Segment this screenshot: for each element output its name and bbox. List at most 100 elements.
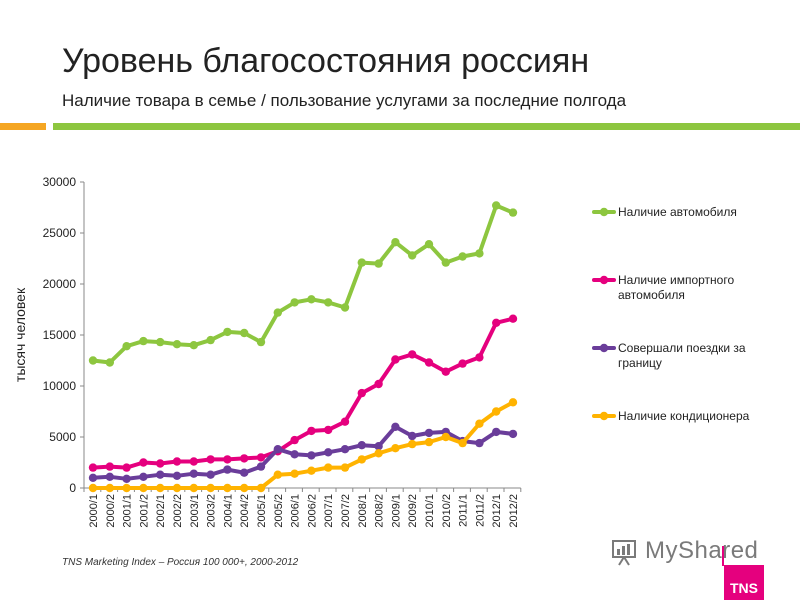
data-point	[172, 483, 182, 493]
x-tick-label: 2010/2	[441, 494, 453, 528]
data-point	[340, 303, 350, 312]
data-point	[508, 429, 518, 439]
data-point	[273, 445, 282, 454]
x-tick-label: 2001/1	[122, 494, 134, 528]
data-point	[441, 367, 450, 376]
data-point	[357, 258, 366, 267]
x-tick-label: 2011/2	[474, 494, 486, 527]
x-tick-label: 2011/1	[458, 494, 470, 527]
accent-bar-orange	[0, 123, 46, 130]
data-point	[156, 470, 165, 479]
data-point	[206, 470, 215, 479]
brand-line	[722, 546, 724, 566]
data-point	[240, 454, 249, 463]
legend-swatch-marker	[599, 275, 609, 285]
data-point	[475, 419, 484, 428]
data-point	[206, 335, 215, 345]
data-point	[240, 468, 249, 477]
data-point	[172, 471, 182, 480]
x-tick-label: 2000/2	[105, 494, 117, 528]
data-point	[508, 314, 518, 323]
x-tick-label: 2012/1	[491, 494, 503, 528]
data-point	[256, 483, 266, 493]
data-point	[475, 249, 484, 258]
data-point	[475, 353, 484, 362]
legend-swatch-marker	[599, 343, 609, 353]
data-point	[105, 358, 115, 367]
data-point	[424, 428, 434, 438]
data-point	[441, 432, 450, 442]
data-point	[88, 473, 98, 482]
data-point	[172, 457, 182, 466]
y-tick-label: 0	[69, 481, 76, 495]
x-tick-label: 2005/1	[256, 494, 268, 528]
data-point	[324, 425, 333, 435]
y-tick-label: 5000	[49, 430, 76, 444]
x-tick-label: 2008/1	[357, 494, 369, 528]
data-point	[139, 472, 148, 481]
x-tick-label: 2003/1	[189, 494, 201, 528]
data-point	[290, 469, 299, 478]
x-tick-label: 2004/2	[239, 494, 251, 528]
data-point	[492, 318, 501, 327]
data-point	[206, 483, 215, 493]
legend-swatch-marker	[599, 207, 609, 217]
data-point	[156, 483, 165, 493]
data-point	[256, 462, 266, 471]
data-point	[357, 455, 366, 464]
page-title: Уровень благосостояния россиян	[62, 42, 590, 80]
data-point	[424, 240, 434, 249]
x-tick-label: 2006/2	[306, 494, 318, 528]
data-point	[307, 426, 316, 436]
data-point	[223, 483, 232, 493]
x-tick-label: 2000/1	[88, 494, 100, 528]
data-point	[105, 483, 115, 493]
data-point	[391, 444, 400, 453]
x-tick-label: 2009/2	[407, 494, 419, 528]
data-point	[256, 337, 266, 347]
legend-label: Наличие автомобиля	[618, 205, 737, 219]
watermark-logo: MyShared	[645, 537, 759, 564]
x-tick-label: 2009/1	[390, 494, 402, 528]
data-point	[290, 450, 299, 459]
x-tick-label: 2008/2	[374, 494, 386, 528]
data-point	[105, 472, 115, 481]
data-point	[273, 308, 282, 317]
x-tick-label: 2004/1	[222, 494, 234, 528]
data-point	[189, 341, 198, 350]
data-point	[189, 469, 198, 478]
data-point	[492, 407, 501, 416]
x-tick-label: 2001/2	[138, 494, 150, 528]
data-point	[340, 417, 350, 426]
data-point	[172, 340, 182, 349]
data-point	[492, 427, 501, 437]
data-point	[122, 483, 131, 493]
brand-logo: TNS	[724, 565, 764, 600]
x-tick-label: 2002/1	[155, 494, 167, 528]
data-point	[408, 251, 417, 260]
data-point	[189, 483, 198, 493]
x-tick-label: 2005/2	[273, 494, 285, 528]
data-point	[458, 438, 467, 448]
data-point	[340, 445, 350, 454]
data-point	[374, 259, 383, 268]
data-point	[408, 439, 417, 449]
data-point	[105, 462, 115, 471]
legend-swatch-marker	[599, 411, 609, 421]
data-point	[156, 459, 165, 468]
data-point	[357, 441, 366, 450]
data-point	[424, 358, 434, 367]
data-point	[139, 483, 148, 493]
data-point	[374, 379, 383, 389]
x-tick-label: 2006/1	[290, 494, 302, 528]
data-point	[290, 435, 299, 445]
data-point	[189, 457, 198, 466]
data-point	[408, 350, 417, 359]
data-point	[374, 442, 383, 451]
data-point	[307, 295, 316, 304]
data-point	[88, 483, 98, 493]
data-point	[223, 455, 232, 464]
y-tick-label: 15000	[43, 328, 77, 342]
data-point	[441, 258, 450, 267]
